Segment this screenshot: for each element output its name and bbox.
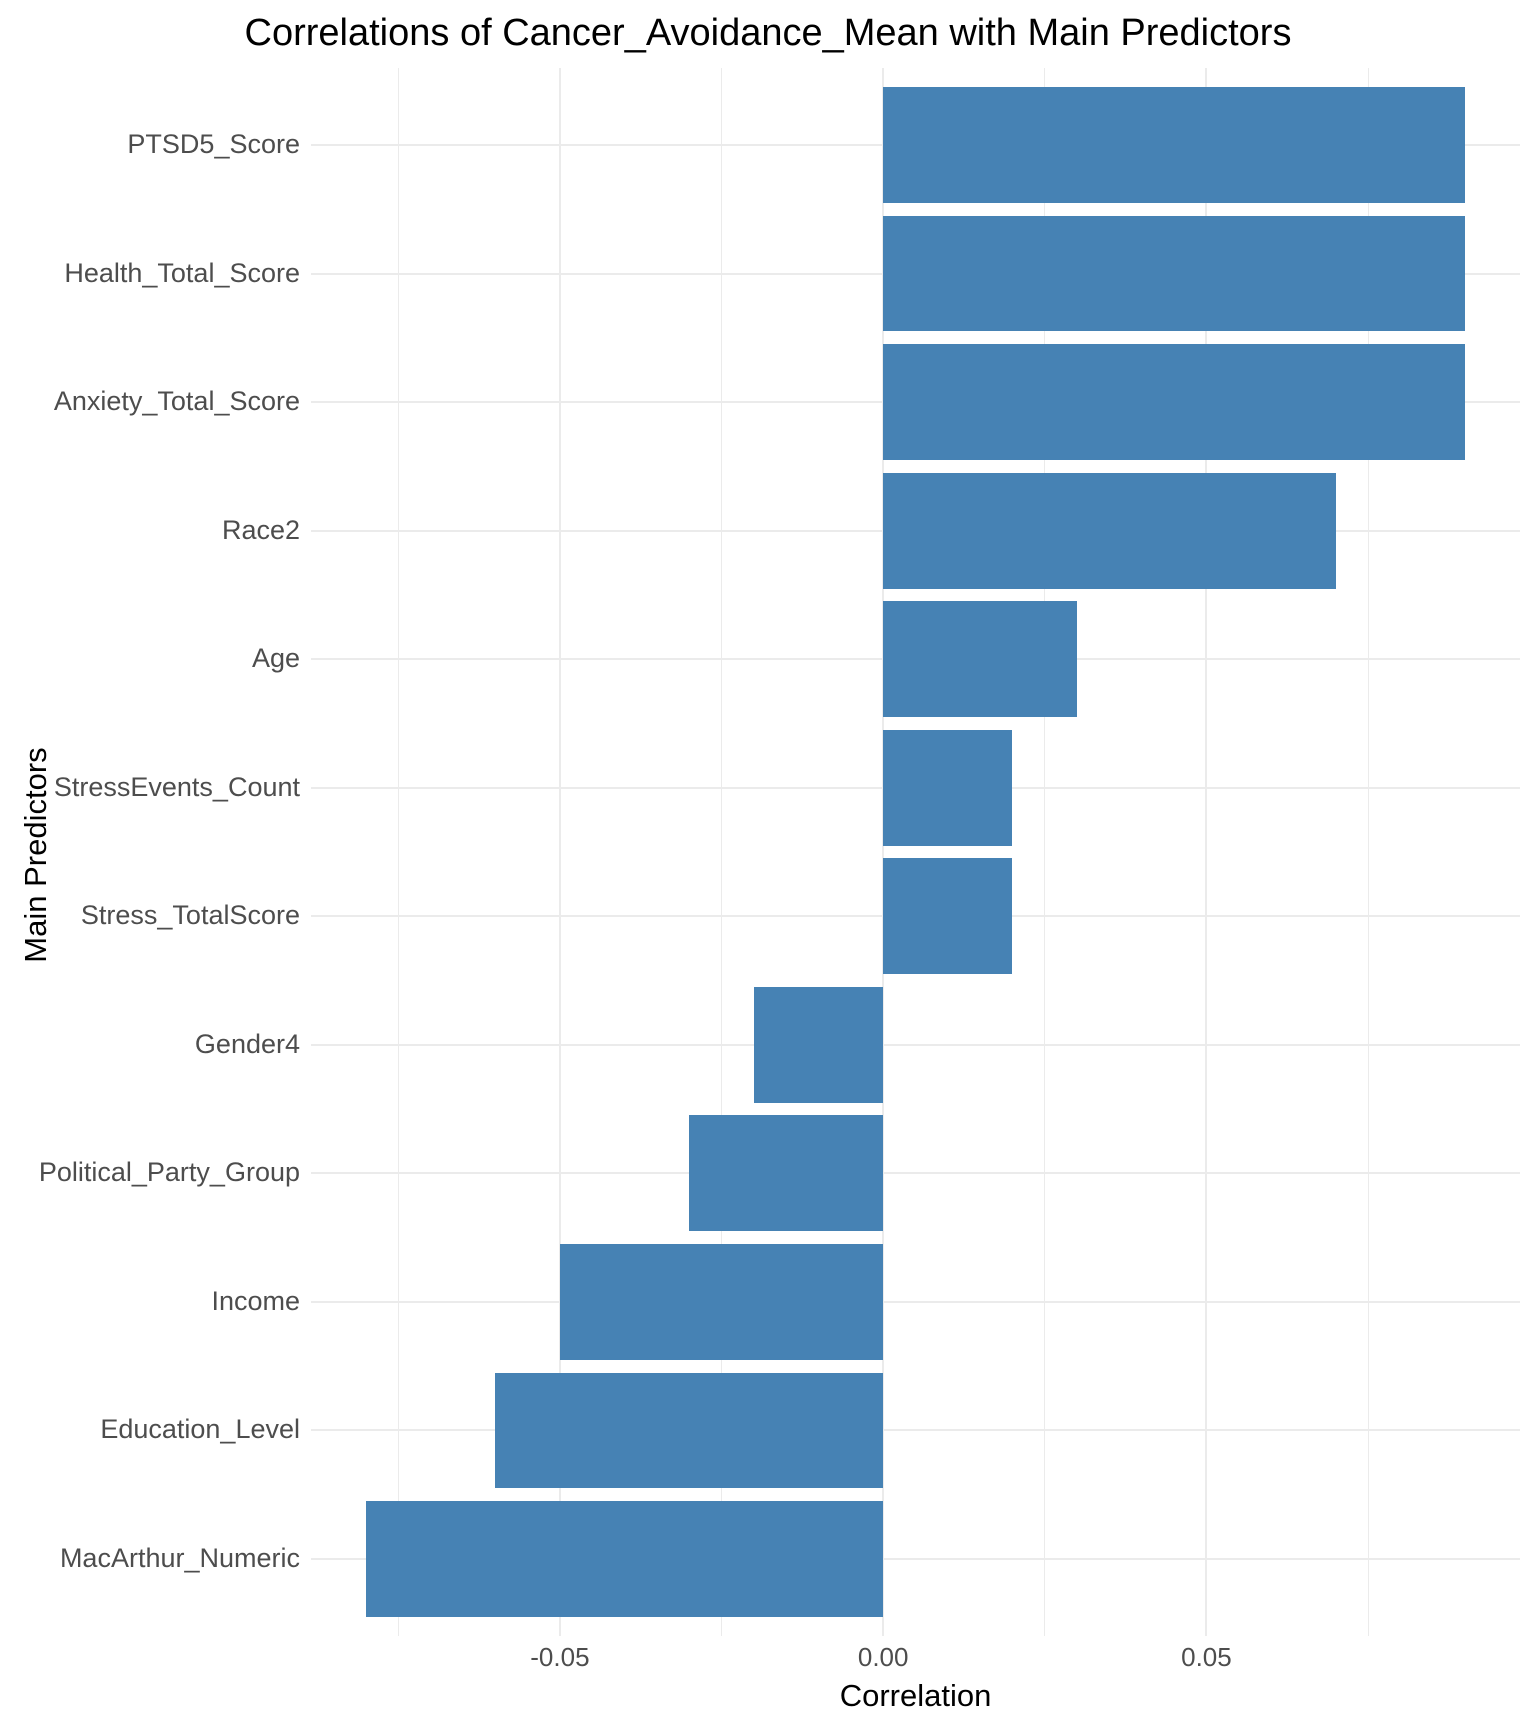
bar-Age (883, 601, 1078, 718)
y-axis-title: Main Predictors (18, 747, 53, 963)
x-axis-title: Correlation (839, 1678, 992, 1713)
y-tick-label: Health_Total_Score (64, 257, 300, 288)
bar-Anxiety_Total_Score (883, 344, 1466, 460)
bar-Education_Level (495, 1372, 884, 1489)
chart-title: Correlations of Cancer_Avoidance_Mean wi… (244, 12, 1292, 54)
x-tick-label: 0.05 (1181, 1642, 1232, 1672)
x-tick-label: 0.00 (857, 1642, 909, 1672)
y-major-gridline (311, 1429, 1520, 1432)
x-tick-label: -0.05 (530, 1642, 590, 1672)
x-minor-gridline (1044, 68, 1046, 1636)
y-tick-label: PTSD5_Score (127, 129, 300, 160)
y-major-gridline (311, 1043, 1520, 1046)
bar-Health_Total_Score (883, 215, 1466, 332)
y-tick-label: Gender4 (194, 1028, 300, 1059)
bar-PTSD5_Score (883, 87, 1466, 203)
x-minor-gridline (1367, 68, 1369, 1636)
y-tick-label: Age (251, 643, 300, 674)
y-tick-label: MacArthur_Numeric (59, 1542, 300, 1573)
y-tick-label: Education_Level (100, 1414, 300, 1445)
x-minor-gridline (397, 68, 399, 1636)
y-tick-label: Race2 (221, 514, 300, 545)
x-minor-gridline (721, 68, 723, 1636)
y-tick-label: StressEvents_Count (53, 771, 300, 802)
y-major-gridline (311, 1300, 1520, 1303)
y-tick-label: Income (211, 1285, 300, 1316)
bar-Race2 (883, 472, 1336, 589)
bar-MacArthur_Numeric (365, 1501, 884, 1617)
x-major-gridline (1205, 68, 1208, 1636)
bar-Gender4 (753, 986, 884, 1103)
x-major-gridline (882, 68, 885, 1636)
bar-Stress_TotalScore (883, 858, 1013, 975)
y-tick-label: Anxiety_Total_Score (53, 386, 300, 417)
bar-Income (559, 1244, 884, 1360)
y-major-gridline (311, 1557, 1520, 1560)
y-tick-label: Stress_TotalScore (80, 900, 300, 931)
bar-StressEvents_Count (883, 729, 1013, 846)
y-major-gridline (311, 1172, 1520, 1175)
bar-Political_Party_Group (689, 1115, 884, 1232)
x-major-gridline (558, 68, 561, 1636)
y-tick-label: Political_Party_Group (38, 1157, 300, 1188)
